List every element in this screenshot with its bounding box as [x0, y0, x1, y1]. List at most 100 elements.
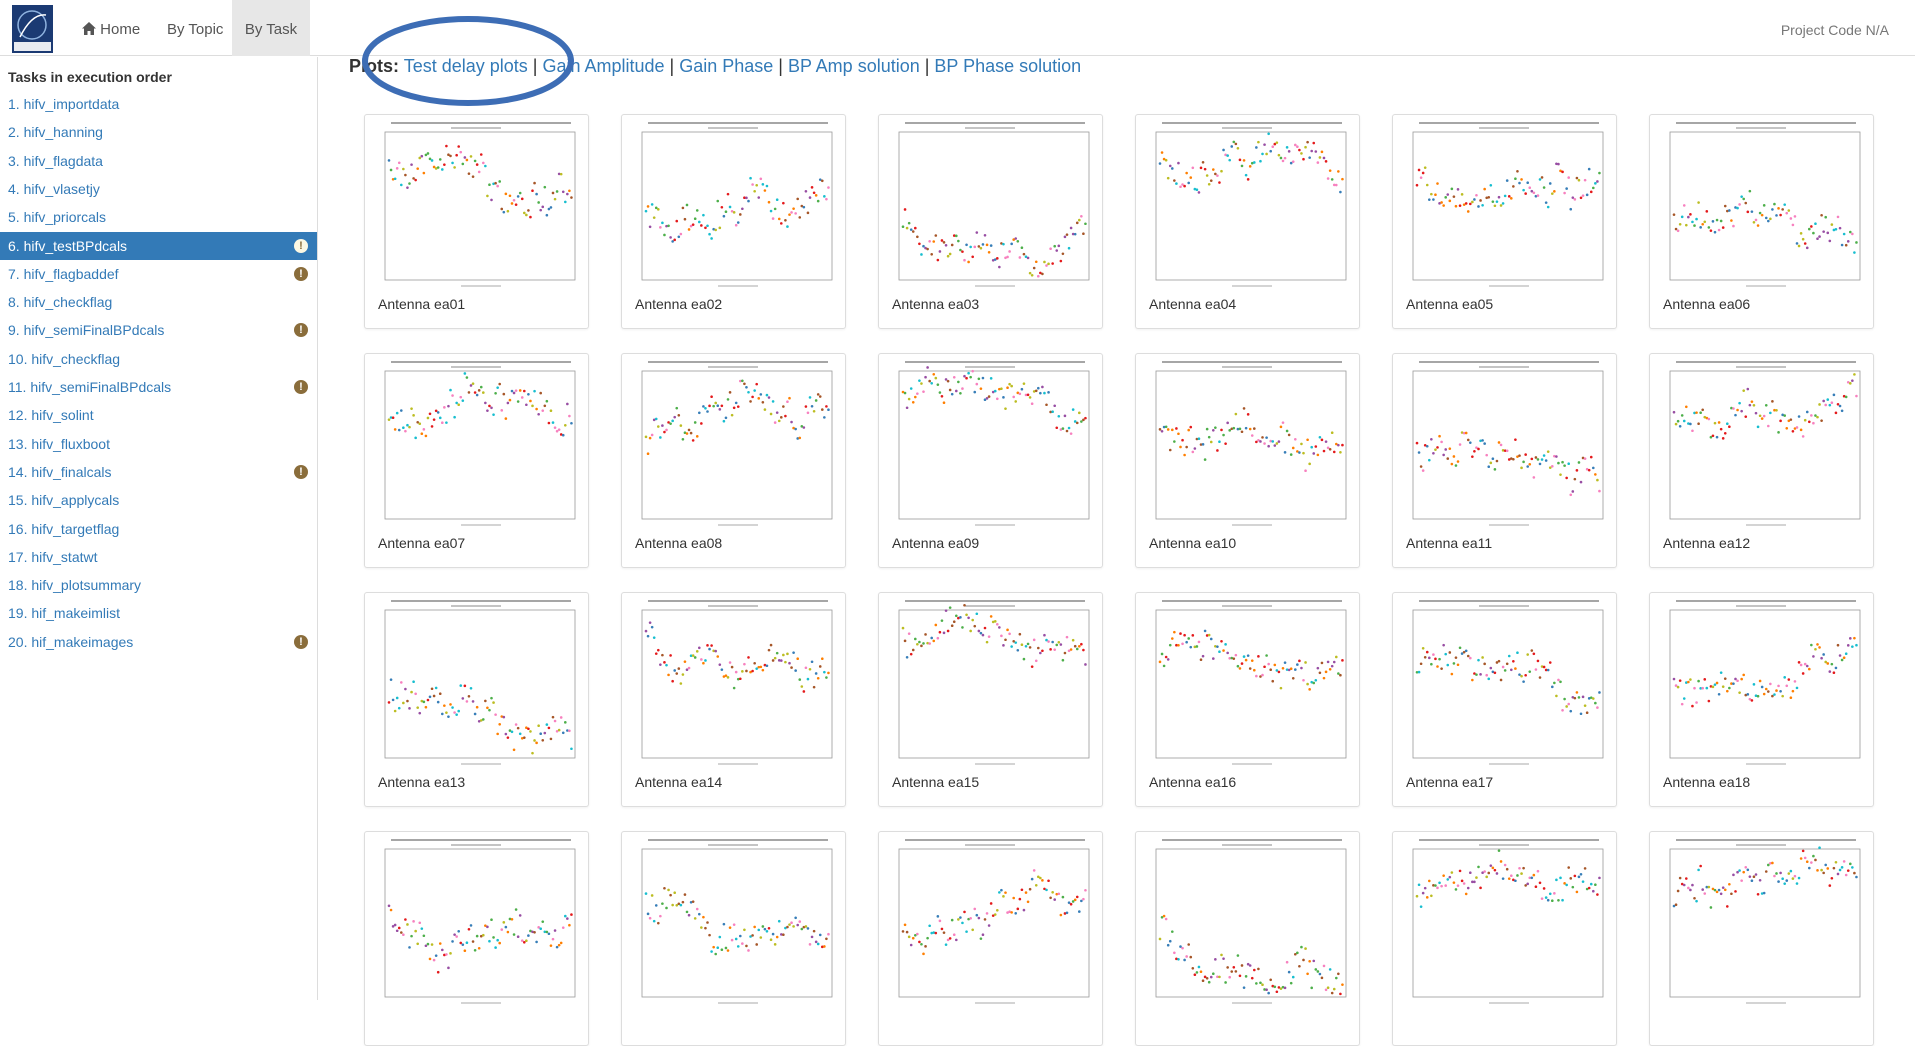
task-link[interactable]: 4. hifv_vlasetjy [8, 180, 100, 197]
task-link[interactable]: 19. hif_makeimlist [8, 605, 121, 622]
plot-link[interactable]: Gain Phase [679, 56, 774, 76]
warning-icon: ! [294, 266, 308, 281]
warning-icon: ! [294, 464, 308, 479]
warning-icon: ! [294, 238, 308, 253]
antenna-card[interactable]: Antenna ea09 [878, 353, 1103, 568]
plot-thumbnail [1155, 361, 1347, 526]
task-link[interactable]: 16. hifv_targetflag [8, 520, 120, 537]
plot-links: Plots: Test delay plots | Gain Amplitude | G… [349, 56, 1081, 77]
warning-icon: ! [294, 323, 308, 338]
antenna-card[interactable]: Antenna ea10 [1135, 353, 1360, 568]
antenna-label: Antenna ea13 [378, 774, 466, 790]
antenna-card[interactable] [364, 831, 589, 1046]
separator: | [778, 56, 783, 76]
task-link[interactable]: 13. hifv_fluxboot [8, 435, 110, 452]
task-link[interactable]: 15. hifv_applycals [8, 492, 120, 509]
task-link[interactable]: 3. hifv_flagdata [8, 152, 103, 169]
task-link[interactable]: 20. hif_makeimages! [0, 628, 317, 656]
plot-thumbnail [1412, 122, 1604, 287]
antenna-card[interactable]: Antenna ea16 [1135, 592, 1360, 807]
task-link[interactable]: 5. hifv_priorcals [8, 209, 107, 226]
task-link[interactable]: 10. hifv_checkflag [8, 350, 121, 367]
plot-thumbnail [898, 600, 1090, 765]
antenna-card[interactable]: Antenna ea18 [1649, 592, 1874, 807]
antenna-label: Antenna ea12 [1663, 535, 1751, 551]
warning-icon: ! [294, 380, 308, 394]
antenna-card[interactable]: Antenna ea17 [1392, 592, 1617, 807]
antenna-label: Antenna ea10 [1149, 535, 1237, 551]
task-link[interactable]: 1. hifv_importdata [8, 96, 120, 112]
antenna-card[interactable] [1649, 831, 1874, 1046]
antenna-card[interactable]: Antenna ea13 [364, 592, 589, 807]
antenna-label: Antenna ea04 [1149, 296, 1237, 312]
project-code: Project Code N/A [1780, 22, 1889, 38]
antenna-card[interactable]: Antenna ea01 [364, 114, 589, 329]
plot-thumbnail [1669, 839, 1861, 1004]
antenna-label: Antenna ea03 [892, 296, 980, 312]
antenna-label: Antenna ea17 [1406, 774, 1494, 790]
task-link[interactable]: 2. hifv_hanning [8, 124, 103, 141]
task-link[interactable]: 11. hifv_semiFinalBPdcals! [0, 373, 317, 401]
task-link[interactable]: 18. hifv_plotsummary [8, 577, 142, 594]
plot-thumbnail [641, 839, 833, 1004]
antenna-label: Antenna ea01 [378, 296, 466, 312]
antenna-card[interactable]: Antenna ea04 [1135, 114, 1360, 329]
antenna-label: Antenna ea05 [1406, 296, 1494, 312]
plot-link[interactable]: Gain Amplitude [542, 56, 665, 76]
navbar: Home By Topic By Task Project Code N/A [0, 0, 1915, 56]
task-link[interactable]: 9. hifv_semiFinalBPdcals! [0, 316, 317, 344]
task-link[interactable]: 12. hifv_solint [8, 407, 94, 424]
antenna-label: Antenna ea02 [635, 296, 723, 312]
antenna-label: Antenna ea07 [378, 535, 466, 551]
plot-thumbnail [1669, 361, 1861, 526]
task-link[interactable]: 14. hifv_finalcals! [0, 458, 317, 486]
antenna-card[interactable]: Antenna ea05 [1392, 114, 1617, 329]
plot-link[interactable]: BP Amp solution [787, 56, 920, 76]
home-link[interactable]: Home [82, 0, 140, 56]
antenna-card[interactable]: Antenna ea11 [1392, 353, 1617, 568]
antenna-label: Antenna ea18 [1663, 774, 1751, 790]
task-link[interactable]: 8. hifv_checkflag [8, 294, 113, 311]
antenna-card[interactable] [878, 831, 1103, 1046]
home-icon [82, 22, 96, 35]
plot-thumbnail [1412, 361, 1604, 526]
antenna-label: Antenna ea14 [635, 774, 723, 790]
plots-label: Plots: [349, 56, 400, 76]
by-topic-link[interactable]: By Topic [167, 21, 224, 38]
plot-thumbnail [898, 122, 1090, 287]
by-task-link[interactable]: By Task [232, 0, 310, 56]
plot-thumbnail [1155, 839, 1347, 1004]
plot-thumbnail [641, 600, 833, 765]
antenna-card[interactable]: Antenna ea12 [1649, 353, 1874, 568]
task-link[interactable]: 7. hifv_flagbaddef! [0, 260, 317, 288]
plot-thumbnail [384, 600, 576, 765]
plot-thumbnail [1412, 839, 1604, 1004]
antenna-card[interactable]: Antenna ea06 [1649, 114, 1874, 329]
antenna-card[interactable]: Antenna ea08 [621, 353, 846, 568]
antenna-label: Antenna ea09 [892, 535, 980, 551]
antenna-card[interactable]: Antenna ea14 [621, 592, 846, 807]
warning-icon: ! [294, 634, 308, 649]
antenna-label: Antenna ea15 [892, 774, 980, 790]
antenna-card[interactable]: Antenna ea15 [878, 592, 1103, 807]
antenna-label: Antenna ea11 [1406, 535, 1493, 551]
plot-thumbnail [1155, 122, 1347, 287]
plot-thumbnail [1412, 600, 1604, 765]
antenna-card[interactable]: Antenna ea07 [364, 353, 589, 568]
antenna-label: Antenna ea06 [1663, 296, 1751, 312]
logo[interactable] [12, 5, 53, 53]
antenna-card[interactable]: Antenna ea02 [621, 114, 846, 329]
plot-thumbnail [384, 839, 576, 1004]
plot-thumbnail [898, 839, 1090, 1004]
antenna-label: Antenna ea16 [1149, 774, 1237, 790]
task-link[interactable]: 6. hifv_testBPdcals! [0, 231, 317, 260]
plot-link[interactable]: Test delay plots [403, 56, 528, 76]
antenna-card[interactable] [1392, 831, 1617, 1046]
task-link[interactable]: 17. hifv_statwt [8, 548, 98, 565]
plot-thumbnail [1669, 122, 1861, 287]
antenna-card[interactable] [621, 831, 846, 1046]
antenna-card[interactable]: Antenna ea03 [878, 114, 1103, 329]
antenna-card[interactable] [1135, 831, 1360, 1046]
plot-link[interactable]: BP Phase solution [934, 56, 1082, 76]
